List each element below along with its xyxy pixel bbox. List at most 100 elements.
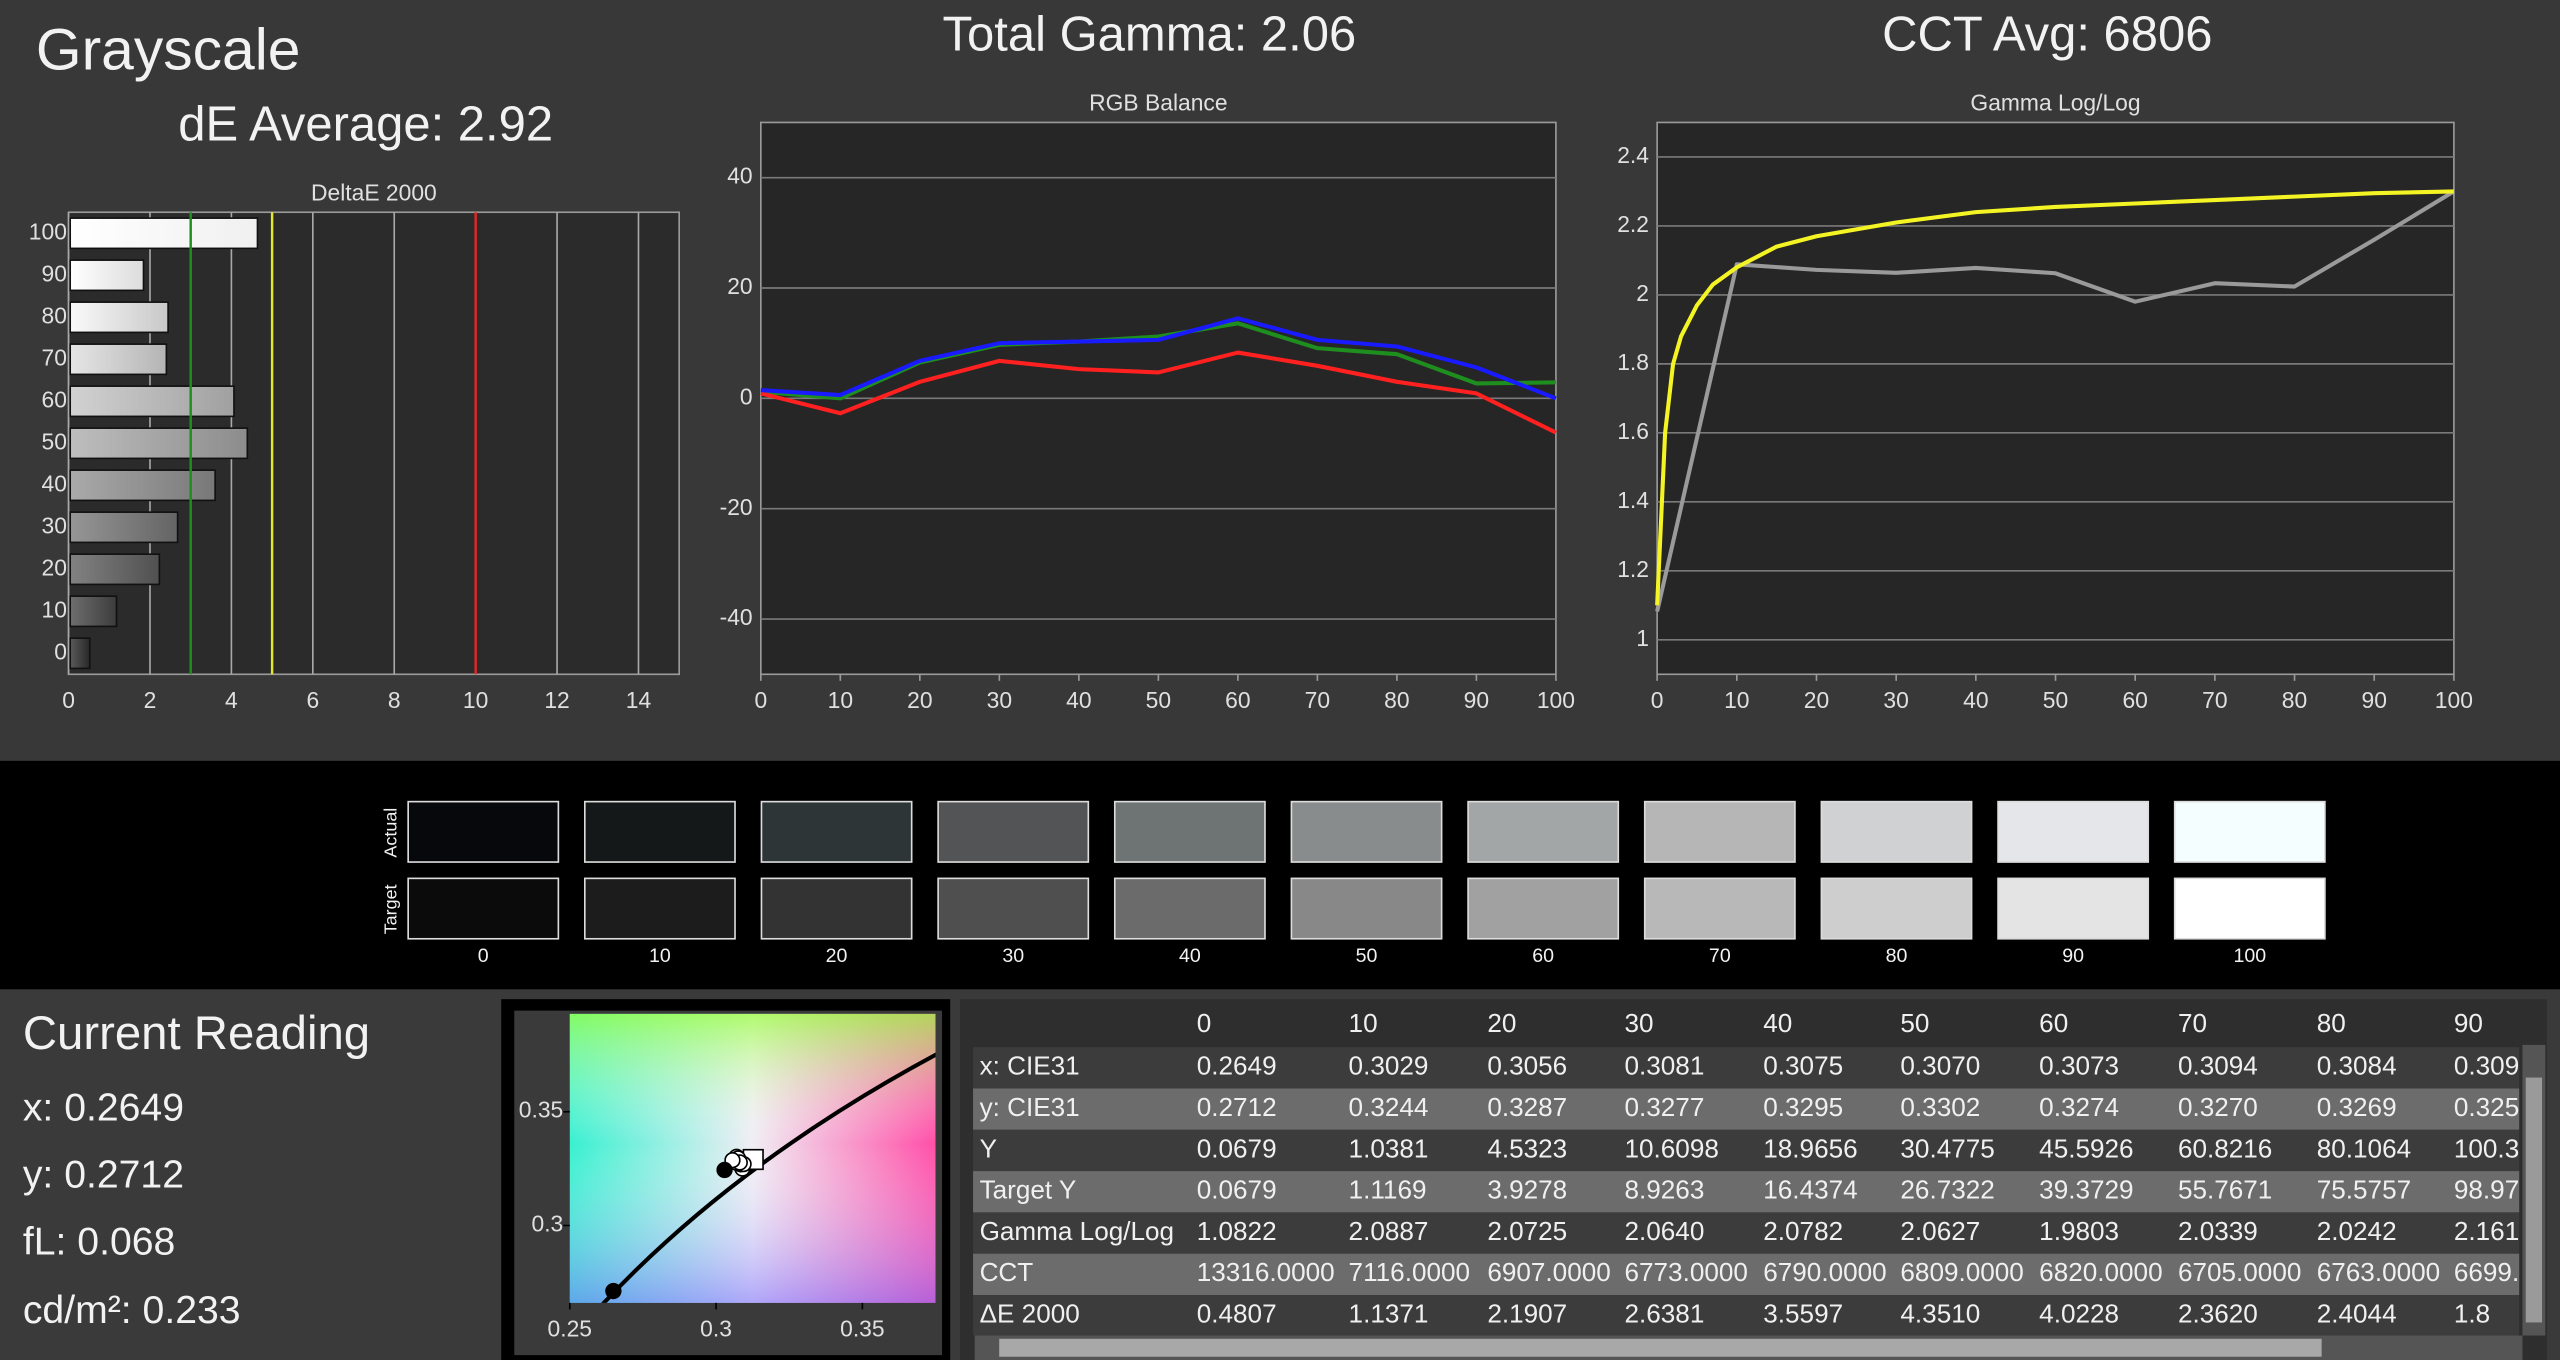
x-tick-label: 20: [907, 687, 932, 713]
table-cell: 0.3287: [1487, 1092, 1567, 1122]
column-header: 60: [2039, 1008, 2068, 1038]
chart-title: RGB Balance: [1089, 90, 1227, 116]
swatch-label: 80: [1886, 945, 1908, 967]
total-gamma: Total Gamma: 2.06: [943, 7, 1357, 61]
chart-title: Gamma Log/Log: [1970, 90, 2140, 116]
y-tick-label: 10: [42, 596, 67, 622]
table-cell: 80.1064: [2317, 1133, 2411, 1163]
table-cell: 6763.0000: [2317, 1257, 2440, 1287]
table-cell: 6705.0000: [2178, 1257, 2301, 1287]
table-cell: 0.4807: [1197, 1298, 1277, 1328]
table-cell: 2.3620: [2178, 1298, 2258, 1328]
table-cell: 0.3274: [2039, 1092, 2119, 1122]
table-cell: 2.0242: [2317, 1216, 2397, 1246]
y-tick-label: 20: [727, 273, 752, 299]
actual-swatch: [1113, 800, 1266, 863]
table-cell: 6820.0000: [2039, 1257, 2162, 1287]
table-cell: 10.6098: [1624, 1133, 1718, 1163]
table-cell: 2.161: [2454, 1216, 2519, 1246]
target-swatch: [1467, 877, 1620, 940]
planckian-locus: [601, 1052, 936, 1303]
table-cell: 4.5323: [1487, 1133, 1567, 1163]
swatch-label: 10: [649, 945, 671, 967]
table-cell: 1.0381: [1349, 1133, 1429, 1163]
table-cell: 7116.0000: [1349, 1257, 1470, 1287]
table-cell: 4.3510: [1900, 1298, 1980, 1328]
table-cell: 16.4374: [1763, 1175, 1857, 1205]
actual-swatch: [1290, 800, 1443, 863]
target-swatch: [1997, 877, 2150, 940]
table-cell: 0.3084: [2317, 1051, 2397, 1081]
target-swatch: [584, 877, 736, 940]
table-cell: 6773.0000: [1624, 1257, 1747, 1287]
table-cell: 3.5597: [1763, 1298, 1843, 1328]
bar: [69, 301, 169, 334]
x-tick-label: 6: [306, 687, 319, 713]
x-tick-label: 60: [1225, 687, 1250, 713]
horizontal-scroll-thumb[interactable]: [999, 1338, 2322, 1357]
table-cell: 8.9263: [1624, 1175, 1704, 1205]
measured-point: [605, 1282, 622, 1300]
reading-cdm2: cd/m²: 0.233: [23, 1289, 241, 1332]
x-tick-label: 80: [2282, 687, 2307, 713]
table-cell: 6907.0000: [1487, 1257, 1610, 1287]
target-swatch: [1290, 877, 1443, 940]
table-cell: 0.3094: [2178, 1051, 2258, 1081]
y-tick-label: 100: [29, 218, 67, 244]
swatch-label: 20: [826, 945, 848, 967]
y-tick-label: 90: [42, 260, 67, 286]
table-cell: 0.0679: [1197, 1175, 1277, 1205]
reading-fl: fL: 0.068: [23, 1220, 175, 1263]
table-cell: 6790.0000: [1763, 1257, 1886, 1287]
swatch-label: 60: [1532, 945, 1554, 967]
y-tick-label: 1.2: [1617, 556, 1649, 582]
page-title: Grayscale: [36, 17, 301, 82]
x-tick-label: 10: [463, 687, 488, 713]
x-tick-label: 70: [2202, 687, 2227, 713]
vertical-scroll-thumb[interactable]: [2525, 1077, 2543, 1323]
swatch-label: 50: [1356, 945, 1378, 967]
table-cell: 2.6381: [1624, 1298, 1704, 1328]
x-tick-label: 0: [1651, 687, 1664, 713]
x-tick-label: 0: [754, 687, 767, 713]
x-tick-label: 0.25: [548, 1316, 592, 1342]
row-label: Target Y: [980, 1175, 1077, 1205]
x-tick-label: 30: [1883, 687, 1908, 713]
table-row: [973, 1047, 2520, 1089]
bar: [69, 343, 168, 376]
column-header: 90: [2454, 1008, 2483, 1038]
target-swatch: [407, 877, 560, 940]
x-tick-label: 60: [2122, 687, 2147, 713]
scatter-points: [605, 1148, 764, 1300]
chart-title: DeltaE 2000: [311, 179, 437, 205]
table-cell: 18.9656: [1763, 1133, 1857, 1163]
table-cell: 0.3244: [1349, 1092, 1429, 1122]
table-cell: 75.5757: [2317, 1175, 2411, 1205]
table-cell: 3.9278: [1487, 1175, 1567, 1205]
target-swatch: [2173, 877, 2326, 940]
actual-swatch: [760, 800, 913, 863]
actual-swatch: [584, 800, 736, 863]
table-cell: 2.0782: [1763, 1216, 1843, 1246]
table-cell: 0.0679: [1197, 1133, 1277, 1163]
table-row: [973, 1088, 2520, 1130]
table-cell: 2.0887: [1349, 1216, 1429, 1246]
target-swatch: [760, 877, 913, 940]
actual-swatch: [407, 800, 560, 863]
table-cell: 2.1907: [1487, 1298, 1567, 1328]
table-cell: 1.8: [2454, 1298, 2490, 1328]
row-label: Gamma Log/Log: [980, 1216, 1174, 1246]
table-cell: 2.0339: [2178, 1216, 2258, 1246]
x-tick-label: 10: [1724, 687, 1749, 713]
x-tick-label: 20: [1804, 687, 1829, 713]
y-tick-label: 50: [42, 428, 67, 454]
bar: [69, 217, 259, 250]
table-cell: 60.8216: [2178, 1133, 2272, 1163]
swatch-label: 40: [1179, 945, 1201, 967]
table-row: [973, 1171, 2520, 1213]
table-cell: 0.3075: [1763, 1051, 1843, 1081]
actual-swatch: [1643, 800, 1796, 863]
x-tick-label: 0.35: [840, 1316, 884, 1342]
target-swatch: [937, 877, 1090, 940]
column-header: 0: [1197, 1008, 1212, 1038]
